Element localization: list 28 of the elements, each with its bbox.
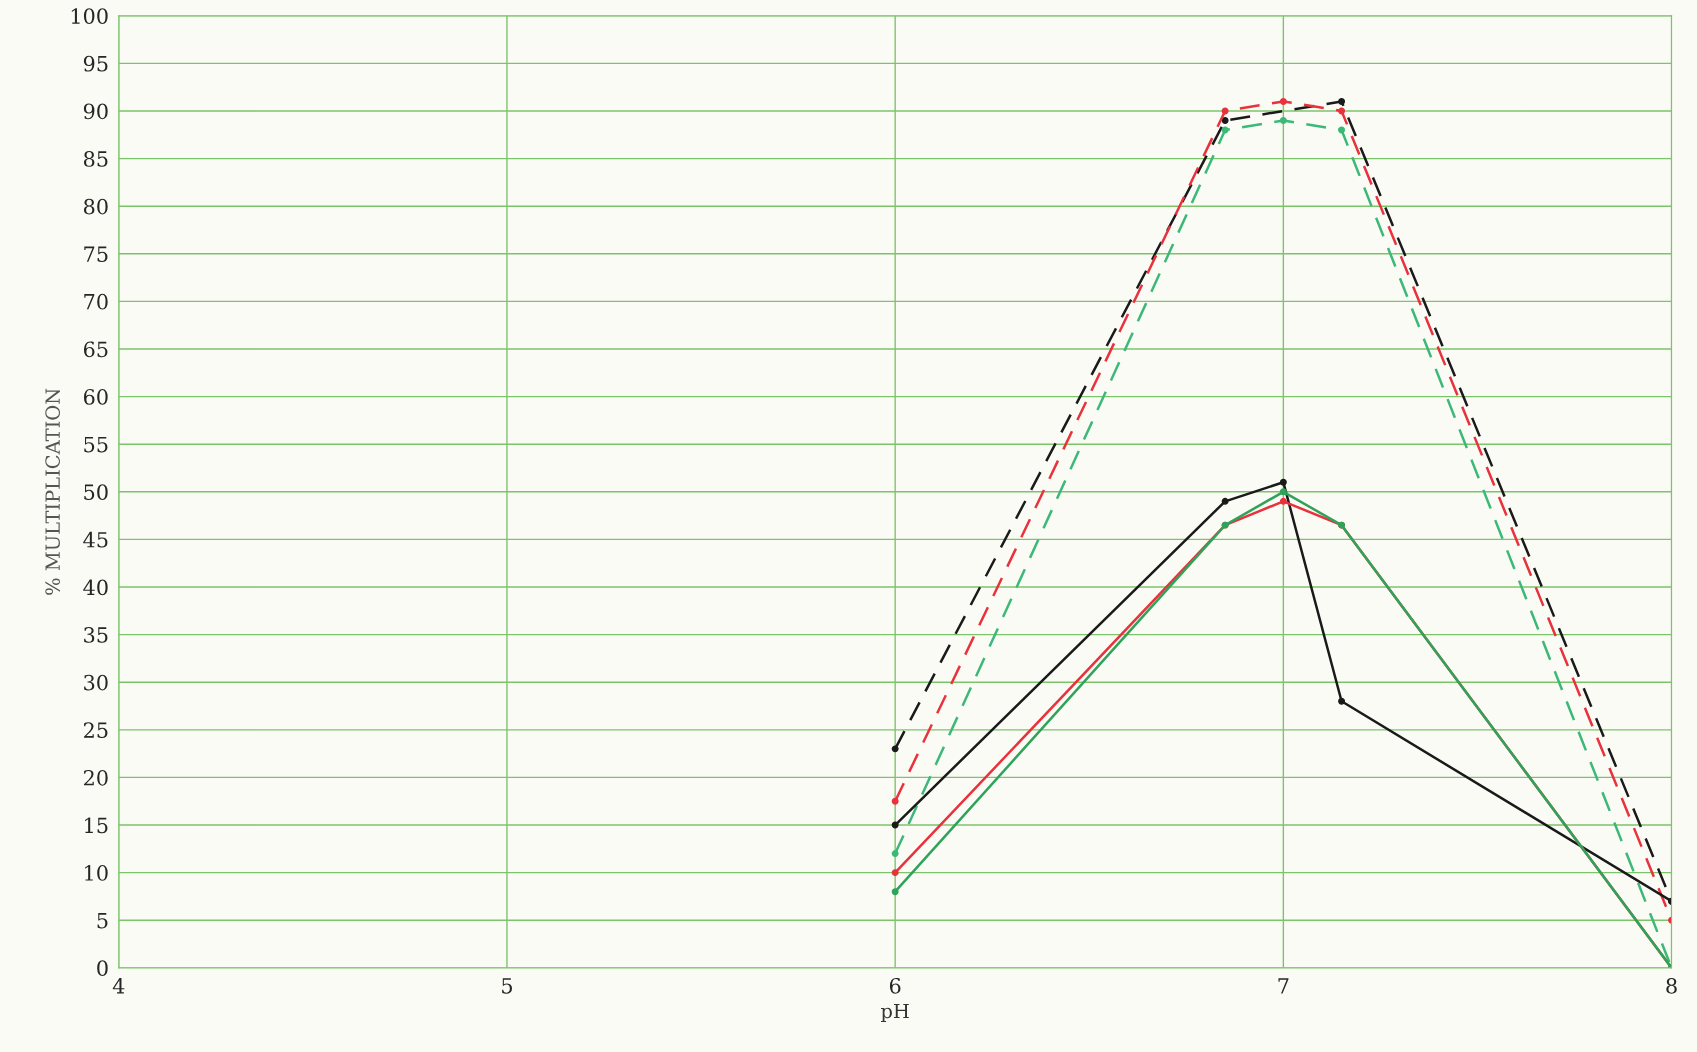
x-tick-label: 8: [1666, 977, 1677, 994]
y-tick-label: 95: [83, 55, 108, 72]
y-tick-label: 55: [84, 436, 108, 453]
y-tick-label: 80: [83, 198, 108, 215]
y-tick-label: 85: [83, 151, 108, 167]
y-tick-label: 65: [83, 341, 108, 358]
y-tick-label: 40: [83, 579, 108, 596]
y-tick-label: 45: [83, 531, 108, 548]
y-tick-label: 5: [97, 912, 108, 929]
y-tick-label: 15: [85, 817, 108, 834]
y-tick-label: 90: [83, 103, 108, 120]
x-tick-label: 4: [112, 977, 125, 994]
y-tick-label: 70: [84, 293, 108, 310]
x-tick-label: 5: [502, 978, 512, 994]
y-tick-label: 75: [84, 246, 108, 263]
y-tick-label: 10: [85, 865, 108, 881]
x-axis-title: pH: [881, 1003, 909, 1023]
y-tick-label: 50: [84, 484, 108, 501]
y-tick-label: 30: [84, 674, 108, 691]
y-tick-label: 100: [71, 8, 108, 24]
y-tick-label: 35: [84, 627, 108, 643]
y-tick-label: 25: [83, 722, 108, 739]
x-tick-label: 6: [889, 977, 901, 994]
y-tick-label: 60: [83, 389, 108, 405]
y-axis-title: % MULTIPLICATION: [45, 388, 60, 595]
x-tick-label: 7: [1278, 978, 1289, 994]
y-tick-label: 20: [83, 769, 108, 786]
y-tick-label: 0: [97, 960, 108, 977]
